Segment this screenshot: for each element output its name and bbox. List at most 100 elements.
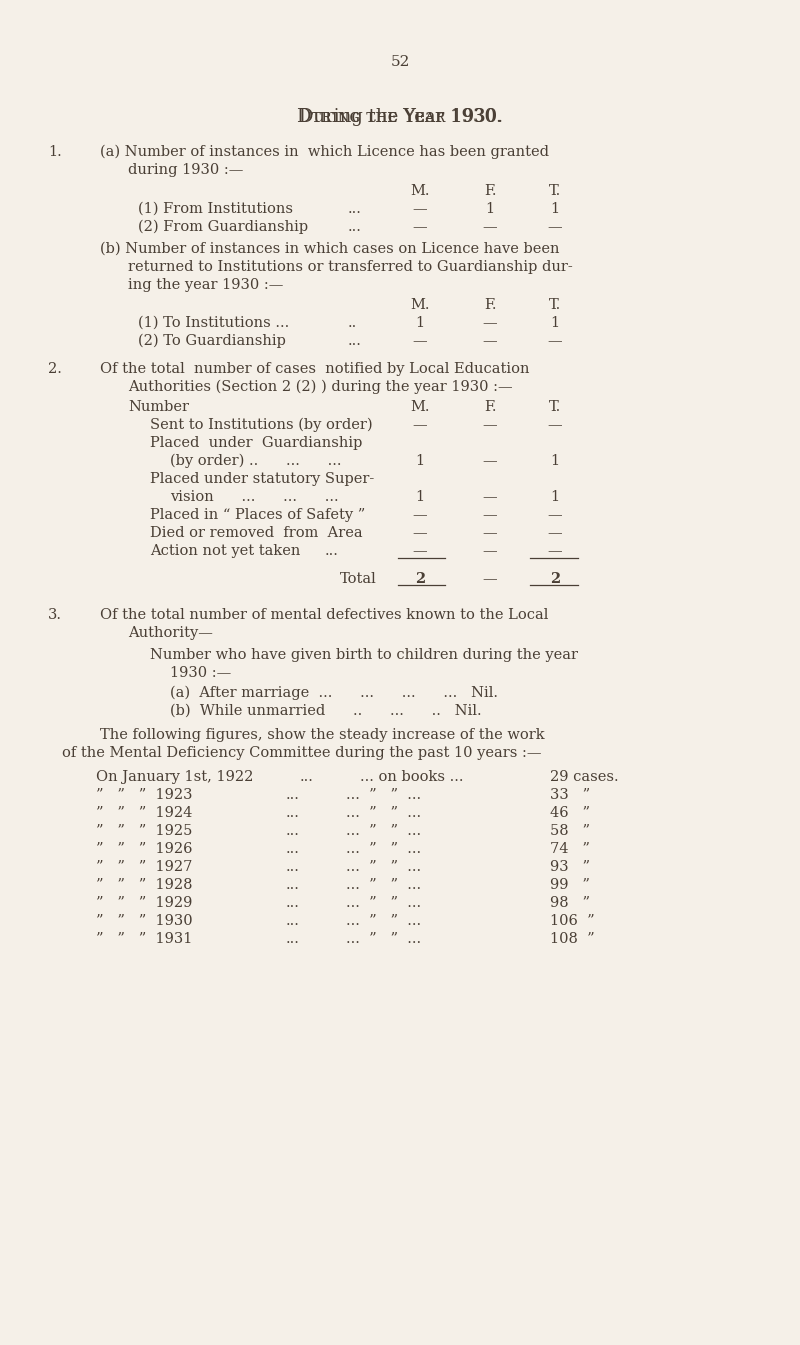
Text: (2) From Guardianship: (2) From Guardianship [138, 221, 308, 234]
Text: returned to Institutions or transferred to Guardianship dur-: returned to Institutions or transferred … [128, 260, 573, 274]
Text: —: — [413, 508, 427, 522]
Text: 1930 :—: 1930 :— [170, 666, 231, 681]
Text: ..: .. [348, 316, 358, 330]
Text: 1: 1 [486, 202, 494, 217]
Text: ...: ... [348, 202, 362, 217]
Text: ”   ”   ”  1931: ” ” ” 1931 [96, 932, 192, 946]
Text: —: — [548, 526, 562, 539]
Text: (a) Number of instances in  which Licence has been granted: (a) Number of instances in which Licence… [100, 145, 549, 160]
Text: F.: F. [484, 399, 496, 414]
Text: ...  ”   ”  ...: ... ” ” ... [346, 806, 421, 820]
Text: ...: ... [286, 842, 300, 855]
Text: 1: 1 [415, 455, 425, 468]
Text: vision      ...      ...      ...: vision ... ... ... [170, 490, 338, 504]
Text: ...: ... [286, 859, 300, 874]
Text: —: — [548, 543, 562, 558]
Text: —: — [413, 526, 427, 539]
Text: —: — [482, 508, 498, 522]
Text: ...: ... [325, 543, 339, 558]
Text: —: — [413, 418, 427, 432]
Text: M.: M. [410, 399, 430, 414]
Text: Authority—: Authority— [128, 625, 213, 640]
Text: 46   ”: 46 ” [550, 806, 590, 820]
Text: 33   ”: 33 ” [550, 788, 590, 802]
Text: ...: ... [286, 824, 300, 838]
Text: (1) To Institutions ...: (1) To Institutions ... [138, 316, 290, 330]
Text: (2) To Guardianship: (2) To Guardianship [138, 334, 286, 348]
Text: —: — [482, 334, 498, 348]
Text: Placed  under  Guardianship: Placed under Guardianship [150, 436, 362, 451]
Text: The following figures, show the steady increase of the work: The following figures, show the steady i… [100, 728, 545, 742]
Text: 1: 1 [550, 316, 559, 330]
Text: ...: ... [286, 788, 300, 802]
Text: F.: F. [484, 299, 496, 312]
Text: Of the total  number of cases  notified by Local Education: Of the total number of cases notified by… [100, 362, 530, 377]
Text: —: — [482, 418, 498, 432]
Text: (a)  After marriage  ...      ...      ...      ...   Nil.: (a) After marriage ... ... ... ... Nil. [170, 686, 498, 701]
Text: during 1930 :—: during 1930 :— [128, 163, 243, 178]
Text: ...: ... [286, 915, 300, 928]
Text: ...: ... [286, 878, 300, 892]
Text: 2: 2 [550, 572, 560, 586]
Text: ...: ... [348, 221, 362, 234]
Text: 98   ”: 98 ” [550, 896, 590, 911]
Text: —: — [482, 543, 498, 558]
Text: —: — [548, 418, 562, 432]
Text: (b)  While unmarried      ..      ...      ..   Nil.: (b) While unmarried .. ... .. Nil. [170, 703, 482, 718]
Text: T.: T. [549, 299, 561, 312]
Text: 1.: 1. [48, 145, 62, 159]
Text: ...: ... [286, 806, 300, 820]
Text: ”   ”   ”  1925: ” ” ” 1925 [96, 824, 192, 838]
Text: ”   ”   ”  1924: ” ” ” 1924 [96, 806, 192, 820]
Text: 29 cases.: 29 cases. [550, 769, 618, 784]
Text: ”   ”   ”  1927: ” ” ” 1927 [96, 859, 192, 874]
Text: 2.: 2. [48, 362, 62, 377]
Text: 1: 1 [415, 316, 425, 330]
Text: —: — [548, 334, 562, 348]
Text: —: — [413, 202, 427, 217]
Text: 1: 1 [550, 490, 559, 504]
Text: ...  ”   ”  ...: ... ” ” ... [346, 859, 421, 874]
Text: Sent to Institutions (by order): Sent to Institutions (by order) [150, 418, 373, 432]
Text: ...  ”   ”  ...: ... ” ” ... [346, 842, 421, 855]
Text: ...  ”   ”  ...: ... ” ” ... [346, 788, 421, 802]
Text: On January 1st, 1922: On January 1st, 1922 [96, 769, 254, 784]
Text: T.: T. [549, 399, 561, 414]
Text: ...  ”   ”  ...: ... ” ” ... [346, 824, 421, 838]
Text: 3.: 3. [48, 608, 62, 621]
Text: 1: 1 [550, 455, 559, 468]
Text: of the Mental Deficiency Committee during the past 10 years :—: of the Mental Deficiency Committee durin… [62, 746, 542, 760]
Text: Action not yet taken: Action not yet taken [150, 543, 300, 558]
Text: Placed in “ Places of Safety ”: Placed in “ Places of Safety ” [150, 508, 366, 522]
Text: ”   ”   ”  1928: ” ” ” 1928 [96, 878, 193, 892]
Text: ...  ”   ”  ...: ... ” ” ... [346, 932, 421, 946]
Text: 52: 52 [390, 55, 410, 69]
Text: M.: M. [410, 184, 430, 198]
Text: —: — [482, 572, 498, 586]
Text: Number who have given birth to children during the year: Number who have given birth to children … [150, 648, 578, 662]
Text: Of the total number of mental defectives known to the Local: Of the total number of mental defectives… [100, 608, 548, 621]
Text: T.: T. [549, 184, 561, 198]
Text: ...: ... [286, 932, 300, 946]
Text: 93   ”: 93 ” [550, 859, 590, 874]
Text: —: — [482, 490, 498, 504]
Text: ...: ... [286, 896, 300, 911]
Text: Dᴛʀɪɴɢ ᴛʜᴇ Yᴇᴀʀ 1930.: Dᴛʀɪɴɢ ᴛʜᴇ Yᴇᴀʀ 1930. [297, 108, 503, 126]
Text: ...  ”   ”  ...: ... ” ” ... [346, 878, 421, 892]
Text: Died or removed  from  Area: Died or removed from Area [150, 526, 362, 539]
Text: (1) From Institutions: (1) From Institutions [138, 202, 293, 217]
Text: (by order) ..      ...      ...: (by order) .. ... ... [170, 455, 342, 468]
Text: Number: Number [128, 399, 189, 414]
Text: ”   ”   ”  1930: ” ” ” 1930 [96, 915, 193, 928]
Text: ”   ”   ”  1923: ” ” ” 1923 [96, 788, 193, 802]
Text: 2: 2 [415, 572, 425, 586]
Text: ...  ”   ”  ...: ... ” ” ... [346, 896, 421, 911]
Text: —: — [548, 221, 562, 234]
Text: (b) Number of instances in which cases on Licence have been: (b) Number of instances in which cases o… [100, 242, 559, 256]
Text: 58   ”: 58 ” [550, 824, 590, 838]
Text: ”   ”   ”  1929: ” ” ” 1929 [96, 896, 192, 911]
Text: —: — [482, 221, 498, 234]
Text: ...  ”   ”  ...: ... ” ” ... [346, 915, 421, 928]
Text: —: — [482, 316, 498, 330]
Text: ”   ”   ”  1926: ” ” ” 1926 [96, 842, 193, 855]
